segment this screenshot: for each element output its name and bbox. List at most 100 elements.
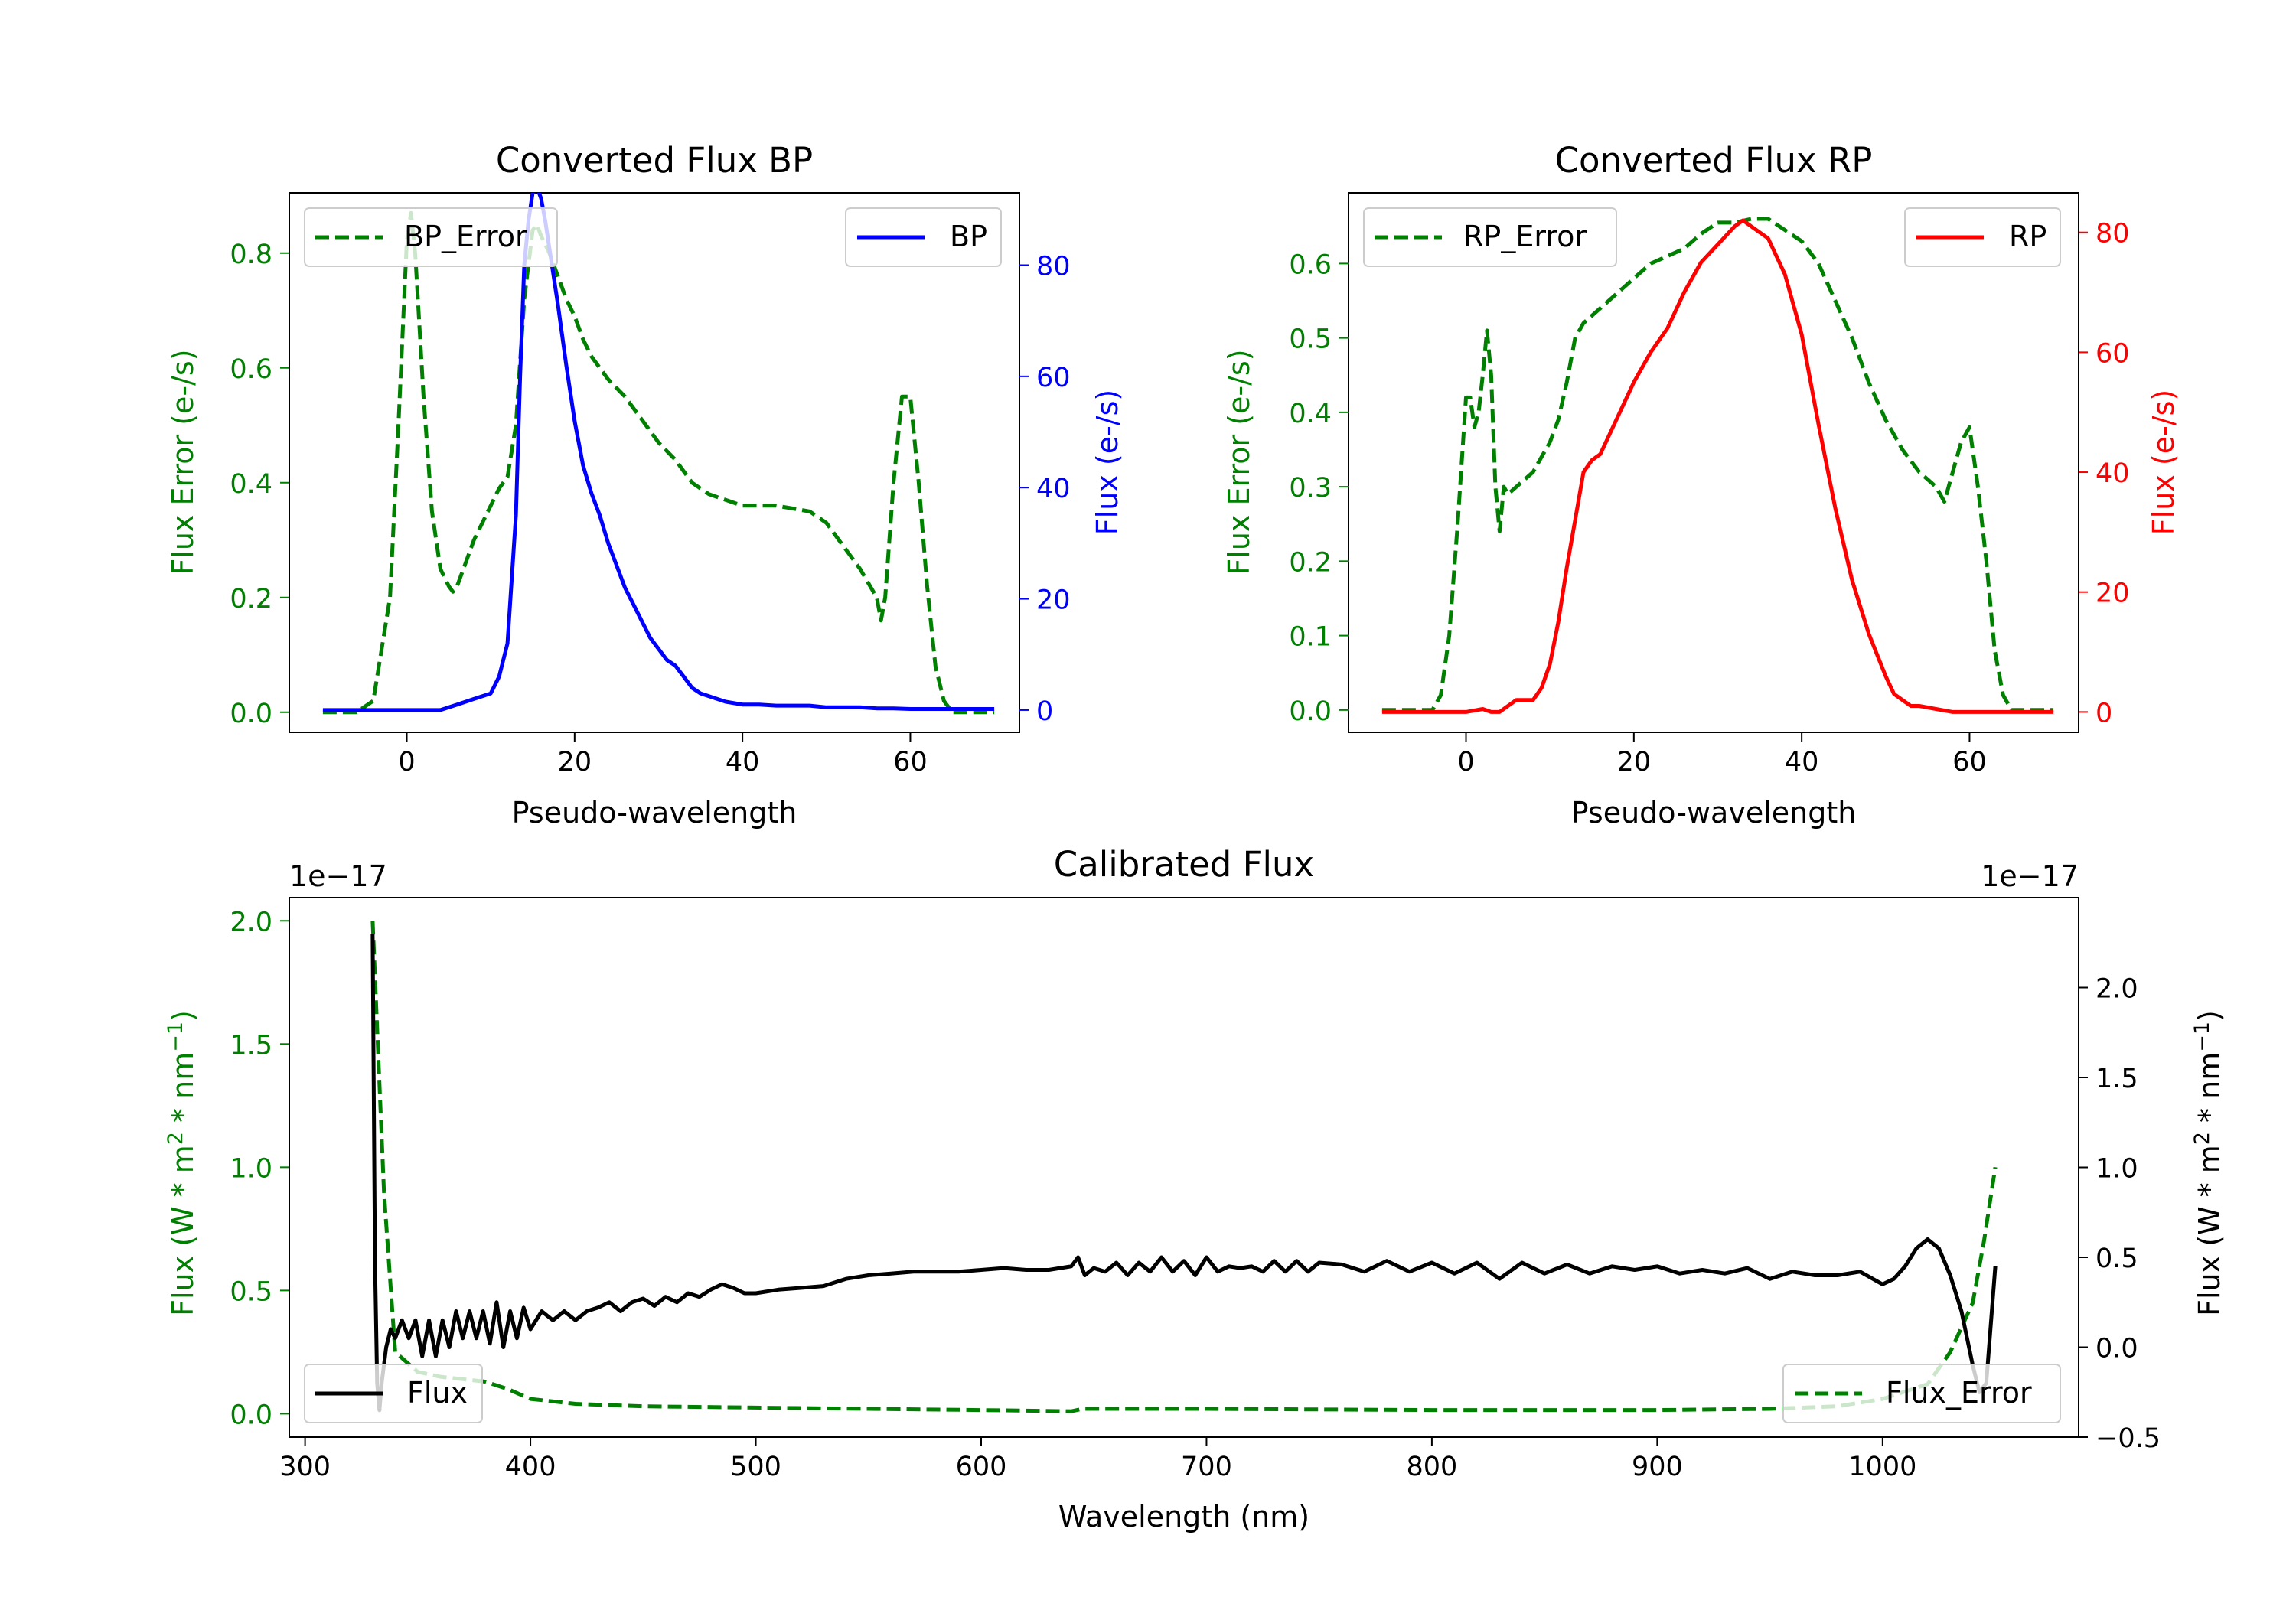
rp-x-axis-label: Pseudo-wavelength bbox=[1571, 796, 1857, 830]
rp-left-y-tick-label: 0.4 bbox=[1289, 399, 1332, 429]
bp-x-tick-label: 0 bbox=[398, 747, 415, 777]
chart-calibrated: Calibrated Flux Wavelength (nm) 1e−17 1e… bbox=[164, 844, 2226, 1534]
cal-right-label-sup2: −1 bbox=[2190, 1022, 2214, 1052]
bp-right-y-tick-label: 60 bbox=[1036, 363, 1071, 393]
calibrated-right-y-tick-label: 0.5 bbox=[2095, 1244, 2138, 1274]
rp-x-tick-label: 60 bbox=[1952, 747, 1987, 777]
bp-x-tick-label: 60 bbox=[893, 747, 928, 777]
cal-left-label-sup2: −1 bbox=[164, 1022, 188, 1052]
rp-left-axis-label: Flux Error (e-/s) bbox=[1222, 349, 1256, 575]
bp-right-y-tick-label: 80 bbox=[1036, 251, 1071, 282]
calibrated-x-tick-label: 300 bbox=[279, 1452, 331, 1482]
rp-left-y-tick-label: 0.1 bbox=[1289, 622, 1332, 653]
bp-series-bp bbox=[322, 193, 995, 712]
cal-right-axis-label: Flux (W * m2 * nm−1) bbox=[2190, 1010, 2226, 1316]
cal-x-axis-label: Wavelength (nm) bbox=[1058, 1500, 1309, 1534]
calibrated-x-tick-label: 1000 bbox=[1848, 1452, 1916, 1482]
cal-legend-flux-label: Flux bbox=[407, 1376, 468, 1410]
rp-legend-flux: RP bbox=[1904, 207, 2061, 267]
bp-axes-frame bbox=[289, 192, 1020, 733]
cal-left-label-part1: Flux (W * m bbox=[166, 1145, 200, 1316]
cal-right-label-sup1: 2 bbox=[2190, 1132, 2214, 1145]
cal-legend-error-box bbox=[1782, 1364, 2061, 1423]
bp-x-tick-label: 40 bbox=[726, 747, 760, 777]
bp-left-y-tick-label: 0.2 bbox=[230, 584, 272, 614]
rp-series-rp bbox=[1381, 218, 2054, 714]
cal-legend-error: Flux_Error bbox=[1782, 1364, 2061, 1423]
bp-legend-error: BP_Error bbox=[304, 207, 558, 267]
bp-legend-flux: BP bbox=[845, 207, 1002, 267]
bp-x-axis-label: Pseudo-wavelength bbox=[512, 796, 797, 830]
rp-x-tick-label: 20 bbox=[1617, 747, 1652, 777]
bp-left-y-tick-label: 0.6 bbox=[230, 354, 272, 385]
calibrated-series-flux bbox=[370, 933, 1998, 1413]
cal-left-label-sup1: 2 bbox=[164, 1132, 188, 1145]
chart-rp: Converted Flux RP Pseudo-wavelength Flux… bbox=[1222, 140, 2180, 830]
rp-legend-flux-label: RP bbox=[2009, 220, 2047, 253]
bp-left-y-tick-label: 0.4 bbox=[230, 469, 272, 500]
cal-right-offset-text: 1e−17 bbox=[1981, 859, 2079, 893]
rp-right-y-tick-label: 0 bbox=[2095, 698, 2112, 729]
cal-left-axis-label: Flux (W * m2 * nm−1) bbox=[164, 1010, 200, 1316]
rp-right-y-tick-label: 40 bbox=[2095, 458, 2130, 489]
bp-title: Converted Flux BP bbox=[496, 140, 813, 181]
rp-legend-error-label: RP_Error bbox=[1463, 220, 1587, 253]
rp-right-y-tick-label: 60 bbox=[2095, 338, 2130, 369]
cal-legend-error-label: Flux_Error bbox=[1886, 1376, 2032, 1410]
calibrated-left-y-tick-label: 1.5 bbox=[230, 1030, 272, 1061]
rp-right-y-tick-label: 80 bbox=[2095, 219, 2130, 249]
bp-left-y-tick-label: 0.8 bbox=[230, 240, 272, 270]
cal-title: Calibrated Flux bbox=[1054, 844, 1314, 885]
rp-right-axis-label: Flux (e-/s) bbox=[2147, 390, 2180, 535]
calibrated-left-y-tick-label: 0.0 bbox=[230, 1400, 272, 1430]
bp-left-axis-label: Flux Error (e-/s) bbox=[166, 349, 200, 575]
rp-left-y-tick-label: 0.2 bbox=[1289, 547, 1332, 578]
calibrated-x-tick-label: 600 bbox=[956, 1452, 1007, 1482]
bp-right-y-tick-label: 0 bbox=[1036, 696, 1053, 727]
calibrated-left-y-tick-label: 2.0 bbox=[230, 907, 272, 937]
calibrated-x-tick-label: 800 bbox=[1406, 1452, 1457, 1482]
bp-left-y-tick-label: 0.0 bbox=[230, 699, 272, 729]
bp-series-bp-error bbox=[322, 210, 995, 715]
cal-left-offset-text: 1e−17 bbox=[289, 859, 387, 893]
rp-series-rp-error bbox=[1381, 217, 2054, 712]
calibrated-left-y-tick-label: 1.0 bbox=[230, 1153, 272, 1184]
rp-title: Converted Flux RP bbox=[1555, 140, 1873, 181]
bp-right-y-tick-label: 20 bbox=[1036, 585, 1071, 616]
cal-right-label-part2: * nm bbox=[2193, 1052, 2226, 1132]
rp-left-y-tick-label: 0.6 bbox=[1289, 249, 1332, 280]
chart-bp: Converted Flux BP Pseudo-wavelength Flux… bbox=[166, 140, 1124, 830]
rp-legend-error-box bbox=[1363, 207, 1617, 267]
rp-legend-error: RP_Error bbox=[1363, 207, 1617, 267]
cal-right-label-part1: Flux (W * m bbox=[2193, 1145, 2226, 1316]
calibrated-right-y-tick-label: 2.0 bbox=[2095, 974, 2138, 1005]
calibrated-right-y-tick-label: −0.5 bbox=[2095, 1423, 2161, 1454]
bp-legend-error-box bbox=[304, 207, 558, 267]
rp-right-y-tick-label: 20 bbox=[2095, 579, 2130, 609]
calibrated-right-y-tick-label: 1.5 bbox=[2095, 1064, 2138, 1094]
rp-x-tick-label: 0 bbox=[1457, 747, 1474, 777]
calibrated-x-tick-label: 700 bbox=[1181, 1452, 1232, 1482]
calibrated-right-y-tick-label: 0.0 bbox=[2095, 1334, 2138, 1364]
rp-left-y-tick-label: 0.3 bbox=[1289, 473, 1332, 504]
rp-left-y-tick-label: 0.5 bbox=[1289, 324, 1332, 355]
cal-legend-flux: Flux bbox=[304, 1364, 483, 1423]
calibrated-x-tick-label: 500 bbox=[730, 1452, 781, 1482]
cal-legend-flux-box bbox=[304, 1364, 483, 1423]
bp-right-y-tick-label: 40 bbox=[1036, 474, 1071, 504]
calibrated-left-y-tick-label: 0.5 bbox=[230, 1276, 272, 1307]
calibrated-x-tick-label: 900 bbox=[1632, 1452, 1683, 1482]
rp-left-y-tick-label: 0.0 bbox=[1289, 696, 1332, 727]
bp-right-axis-label: Flux (e-/s) bbox=[1091, 390, 1124, 535]
rp-axes-frame bbox=[1348, 192, 2079, 733]
bp-x-tick-label: 20 bbox=[558, 747, 592, 777]
cal-left-label-part3: ) bbox=[166, 1010, 200, 1022]
cal-left-label-part2: * nm bbox=[166, 1052, 200, 1132]
calibrated-right-y-tick-label: 1.0 bbox=[2095, 1154, 2138, 1185]
rp-x-tick-label: 40 bbox=[1785, 747, 1819, 777]
calibrated-x-tick-label: 400 bbox=[505, 1452, 556, 1482]
cal-right-label-part3: ) bbox=[2193, 1010, 2226, 1022]
bp-legend-flux-label: BP bbox=[950, 220, 987, 253]
